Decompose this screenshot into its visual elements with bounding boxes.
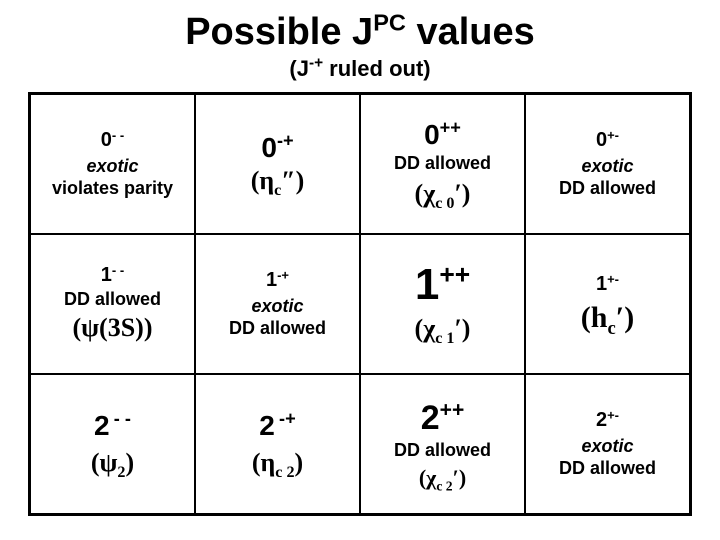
cell-0-2: 0++ DD allowed (χc 0′): [360, 94, 525, 234]
title-tail: values: [406, 11, 535, 53]
particle-chic2: (χc 2′): [419, 464, 466, 492]
title-sup: PC: [373, 9, 406, 35]
note-dd: DD allowed: [559, 177, 656, 200]
jpc-value: 0++: [424, 117, 461, 152]
jpc-value: 2- -: [94, 408, 131, 443]
particle-psi2: (ψ2): [91, 447, 134, 480]
note-exotic: exotic: [251, 295, 303, 318]
cell-2-0: 2- - (ψ2): [30, 374, 195, 514]
particle-chic0: (χc 0′): [415, 178, 471, 211]
cell-2-2: 2++ DD allowed (χc 2′): [360, 374, 525, 514]
cell-1-2: 1++ (χc 1′): [360, 234, 525, 374]
page-subtitle: (J-+ ruled out): [289, 56, 430, 82]
note-dd: DD allowed: [229, 317, 326, 340]
cell-0-1: 0-+ (ηc″): [195, 94, 360, 234]
note-dd: DD allowed: [394, 439, 491, 462]
jpc-value: 1++: [415, 263, 470, 307]
note-exotic: exotic: [581, 435, 633, 458]
particle-chic1: (χc 1′): [415, 313, 471, 346]
note-violates: violates parity: [52, 177, 173, 200]
jpc-value: 0+-: [596, 128, 619, 153]
jpc-value: 1- -: [101, 263, 124, 288]
particle-psi3s: (ψ(3S)): [73, 312, 153, 345]
particle-hc: (hc′): [581, 299, 634, 337]
note-dd: DD allowed: [64, 288, 161, 311]
note-exotic: exotic: [86, 155, 138, 178]
particle-etac: (ηc″): [251, 165, 305, 198]
note-dd: DD allowed: [394, 152, 491, 175]
subtitle-sup: -+: [309, 54, 323, 71]
particle-etac2: (ηc 2): [252, 447, 303, 480]
page-title: Possible JPC values: [185, 12, 535, 54]
cell-1-3: 1+- (hc′): [525, 234, 690, 374]
cell-2-3: 2+- exotic DD allowed: [525, 374, 690, 514]
jpc-value: 2-+: [259, 408, 295, 443]
cell-0-3: 0+- exotic DD allowed: [525, 94, 690, 234]
cell-2-1: 2-+ (ηc 2): [195, 374, 360, 514]
cell-1-0: 1- - DD allowed (ψ(3S)): [30, 234, 195, 374]
jpc-value: 2++: [421, 397, 465, 440]
note-dd: DD allowed: [559, 457, 656, 480]
title-main: Possible J: [185, 11, 373, 53]
subtitle-pre: (J: [289, 56, 309, 81]
note-exotic: exotic: [581, 155, 633, 178]
jpc-value: 2+-: [596, 408, 619, 433]
jpc-value: 0- -: [101, 128, 124, 153]
jpc-value: 0-+: [261, 130, 293, 165]
cell-1-1: 1-+ exotic DD allowed: [195, 234, 360, 374]
jpc-table: 0- - exotic violates parity 0-+ (ηc″) 0+…: [28, 92, 692, 516]
jpc-value: 1-+: [266, 268, 289, 293]
subtitle-post: ruled out): [323, 56, 431, 81]
cell-0-0: 0- - exotic violates parity: [30, 94, 195, 234]
jpc-value: 1+-: [596, 272, 619, 297]
